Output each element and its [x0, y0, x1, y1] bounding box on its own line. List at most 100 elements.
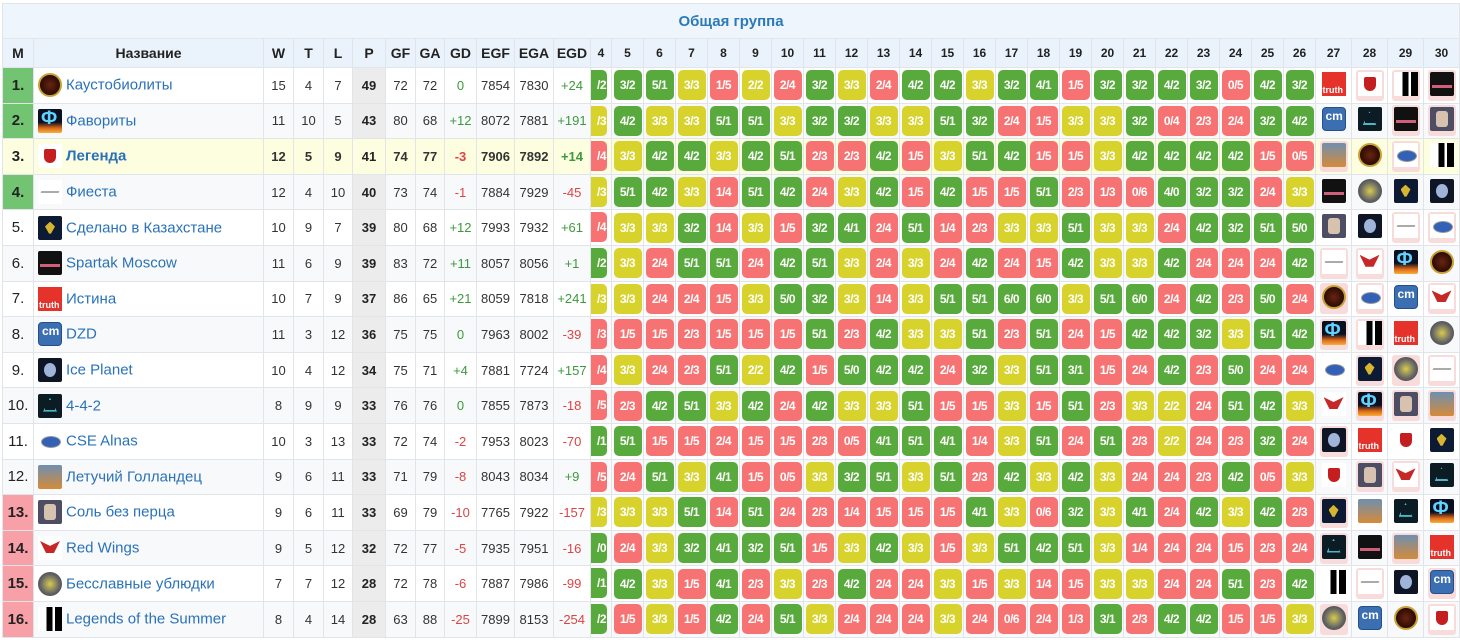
team-name-cell[interactable]: Legends of the Summer	[33, 600, 264, 638]
match-score-badge[interactable]: 3/3	[901, 319, 930, 350]
match-score-badge[interactable]: 1/5	[997, 177, 1026, 208]
match-score-badge[interactable]: 3/3	[901, 283, 930, 314]
opponent-logo-link[interactable]	[1392, 319, 1420, 350]
match-score-badge[interactable]: 1/5	[613, 604, 642, 635]
table-row[interactable]: 10. 4-4-2 8 9 9 33 76 76 0 7855 7873 -18/5 2/3 4/2 5/1…	[2, 387, 1460, 424]
opponent-logo-link[interactable]	[1428, 141, 1456, 172]
opponent-logo-link[interactable]	[1356, 533, 1384, 564]
match-score-badge[interactable]: 1/4	[869, 283, 898, 314]
column-header-ega[interactable]: EGA	[514, 38, 554, 68]
match-score-badge[interactable]: 3/3	[837, 283, 866, 314]
match-score-badge[interactable]: /4	[591, 212, 607, 243]
match-score-badge[interactable]: 2/4	[1189, 533, 1218, 564]
match-score-badge[interactable]: 1/5	[1253, 604, 1282, 635]
opponent-logo-link[interactable]	[1428, 248, 1456, 279]
match-score-badge[interactable]: 3/3	[901, 533, 930, 564]
opponent-logo-link[interactable]	[1391, 69, 1420, 101]
match-score-badge[interactable]: 5/1	[869, 461, 898, 492]
match-score-badge[interactable]: 3/2	[837, 105, 866, 136]
match-score-badge[interactable]: /1	[591, 425, 607, 456]
match-score-badge[interactable]: 3/3	[773, 105, 802, 136]
match-score-badge[interactable]: 5/1	[965, 319, 994, 350]
opponent-logo-link[interactable]	[1427, 390, 1456, 422]
match-score-badge[interactable]: 3/3	[1061, 283, 1090, 314]
match-score-badge[interactable]: 4/1	[933, 426, 962, 457]
table-row[interactable]: 1. Каустобиолиты 15 4 7 49 72 72 0 7854 7830 +24/2 3…	[2, 67, 1460, 104]
match-score-badge[interactable]: 1/5	[1029, 248, 1058, 279]
opponent-logo-link[interactable]	[1320, 568, 1348, 599]
match-score-badge[interactable]: 2/4	[709, 426, 738, 457]
match-score-badge[interactable]: 3/2	[677, 212, 706, 243]
opponent-logo-link[interactable]	[1391, 532, 1420, 564]
match-score-badge[interactable]: 2/3	[741, 568, 770, 599]
opponent-logo-link[interactable]	[1356, 426, 1384, 457]
team-name-link[interactable]: Сделано в Казахстане	[66, 219, 223, 237]
match-score-badge[interactable]: 3/3	[645, 568, 674, 599]
match-score-badge[interactable]: 2/3	[1093, 390, 1122, 421]
match-score-badge[interactable]: /0	[591, 532, 607, 563]
match-score-badge[interactable]: 2/3	[1221, 283, 1250, 314]
match-score-badge[interactable]: /4	[591, 354, 607, 385]
opponent-logo-link[interactable]	[1319, 247, 1348, 279]
match-score-badge[interactable]: 3/3	[805, 461, 834, 492]
match-score-badge[interactable]: 1/5	[741, 461, 770, 492]
opponent-logo-link[interactable]	[1320, 105, 1348, 136]
match-score-badge[interactable]: 2/4	[1061, 426, 1090, 457]
table-row[interactable]: 13. Соль без перца 9 6 11 33 69 79 -10 7765 7922 -1…	[2, 494, 1460, 531]
match-score-badge[interactable]: 3/2	[1061, 497, 1090, 528]
opponent-logo-link[interactable]	[1427, 568, 1456, 600]
team-name-link[interactable]: DZD	[66, 325, 97, 343]
table-row[interactable]: 2.Фавориты11105438068+1280727881+191/34/…	[2, 102, 1460, 140]
match-score-badge[interactable]: 5/1	[901, 390, 930, 421]
match-score-badge[interactable]: 1/4	[709, 177, 738, 208]
team-name-link[interactable]: Летучий Голландец	[66, 468, 202, 486]
match-score-badge[interactable]: 3/3	[645, 604, 674, 635]
opponent-logo-link[interactable]	[1320, 390, 1348, 421]
match-score-badge[interactable]: 3/3	[741, 212, 770, 243]
match-score-badge[interactable]: 2/3	[1285, 497, 1314, 528]
match-score-badge[interactable]: 2/3	[1125, 604, 1154, 635]
column-header-t[interactable]: T	[293, 38, 324, 68]
match-score-badge[interactable]: 2/3	[805, 568, 834, 599]
match-score-badge[interactable]: 3/3	[677, 177, 706, 208]
match-score-badge[interactable]: 4/2	[1285, 248, 1314, 279]
match-score-badge[interactable]: 2/4	[869, 248, 898, 279]
match-score-badge[interactable]: 2/4	[1157, 497, 1186, 528]
team-name-link[interactable]: Бесславные ублюдки	[66, 575, 215, 593]
match-score-badge[interactable]: 3/3	[1061, 105, 1090, 136]
team-name-link[interactable]: Ice Planet	[66, 361, 133, 379]
match-score-badge[interactable]: 2/3	[837, 141, 866, 172]
match-score-badge[interactable]: 1/5	[965, 177, 994, 208]
match-score-badge[interactable]: 3/3	[965, 533, 994, 564]
match-score-badge[interactable]: 3/2	[1125, 70, 1154, 101]
match-score-badge[interactable]: 1/5	[805, 533, 834, 564]
match-score-badge[interactable]: 4/2	[677, 141, 706, 172]
opponent-logo-link[interactable]	[1320, 461, 1348, 492]
match-score-badge[interactable]: 1/5	[613, 319, 642, 350]
match-score-badge[interactable]: 4/2	[997, 461, 1026, 492]
match-score-badge[interactable]: 4/2	[773, 177, 802, 208]
match-score-badge[interactable]: 1/5	[1093, 319, 1122, 350]
match-score-badge[interactable]: 1/4	[709, 497, 738, 528]
team-name-cell[interactable]: Каустобиолиты	[33, 67, 264, 104]
team-name-cell[interactable]: Фавориты	[33, 102, 264, 140]
team-name-cell[interactable]: Spartak Moscow	[33, 244, 264, 282]
match-score-badge[interactable]: 2/4	[1253, 177, 1282, 208]
match-score-badge[interactable]: 1/5	[709, 283, 738, 314]
match-score-badge[interactable]: 5/1	[1061, 533, 1090, 564]
match-score-badge[interactable]: 3/3	[997, 426, 1026, 457]
match-score-badge[interactable]: 3/3	[837, 390, 866, 421]
match-score-badge[interactable]: 5/1	[773, 141, 802, 172]
match-score-badge[interactable]: 3/3	[1093, 568, 1122, 599]
match-score-badge[interactable]: 3/3	[933, 319, 962, 350]
match-score-badge[interactable]: 3/3	[677, 461, 706, 492]
match-score-badge[interactable]: 1/5	[933, 533, 962, 564]
table-row[interactable]: 6. Spartak Moscow 11 6 9 39 83 72 +11 8057 8056 +1/…	[2, 244, 1460, 282]
match-score-badge[interactable]: 5/1	[709, 105, 738, 136]
match-score-badge[interactable]: 3/2	[1285, 70, 1314, 101]
match-score-badge[interactable]: 3/3	[613, 283, 642, 314]
match-score-badge[interactable]: 5/0	[1253, 283, 1282, 314]
match-score-badge[interactable]: 3/3	[709, 390, 738, 421]
match-score-badge[interactable]: 2/4	[869, 212, 898, 243]
match-score-badge[interactable]: 3/3	[869, 105, 898, 136]
